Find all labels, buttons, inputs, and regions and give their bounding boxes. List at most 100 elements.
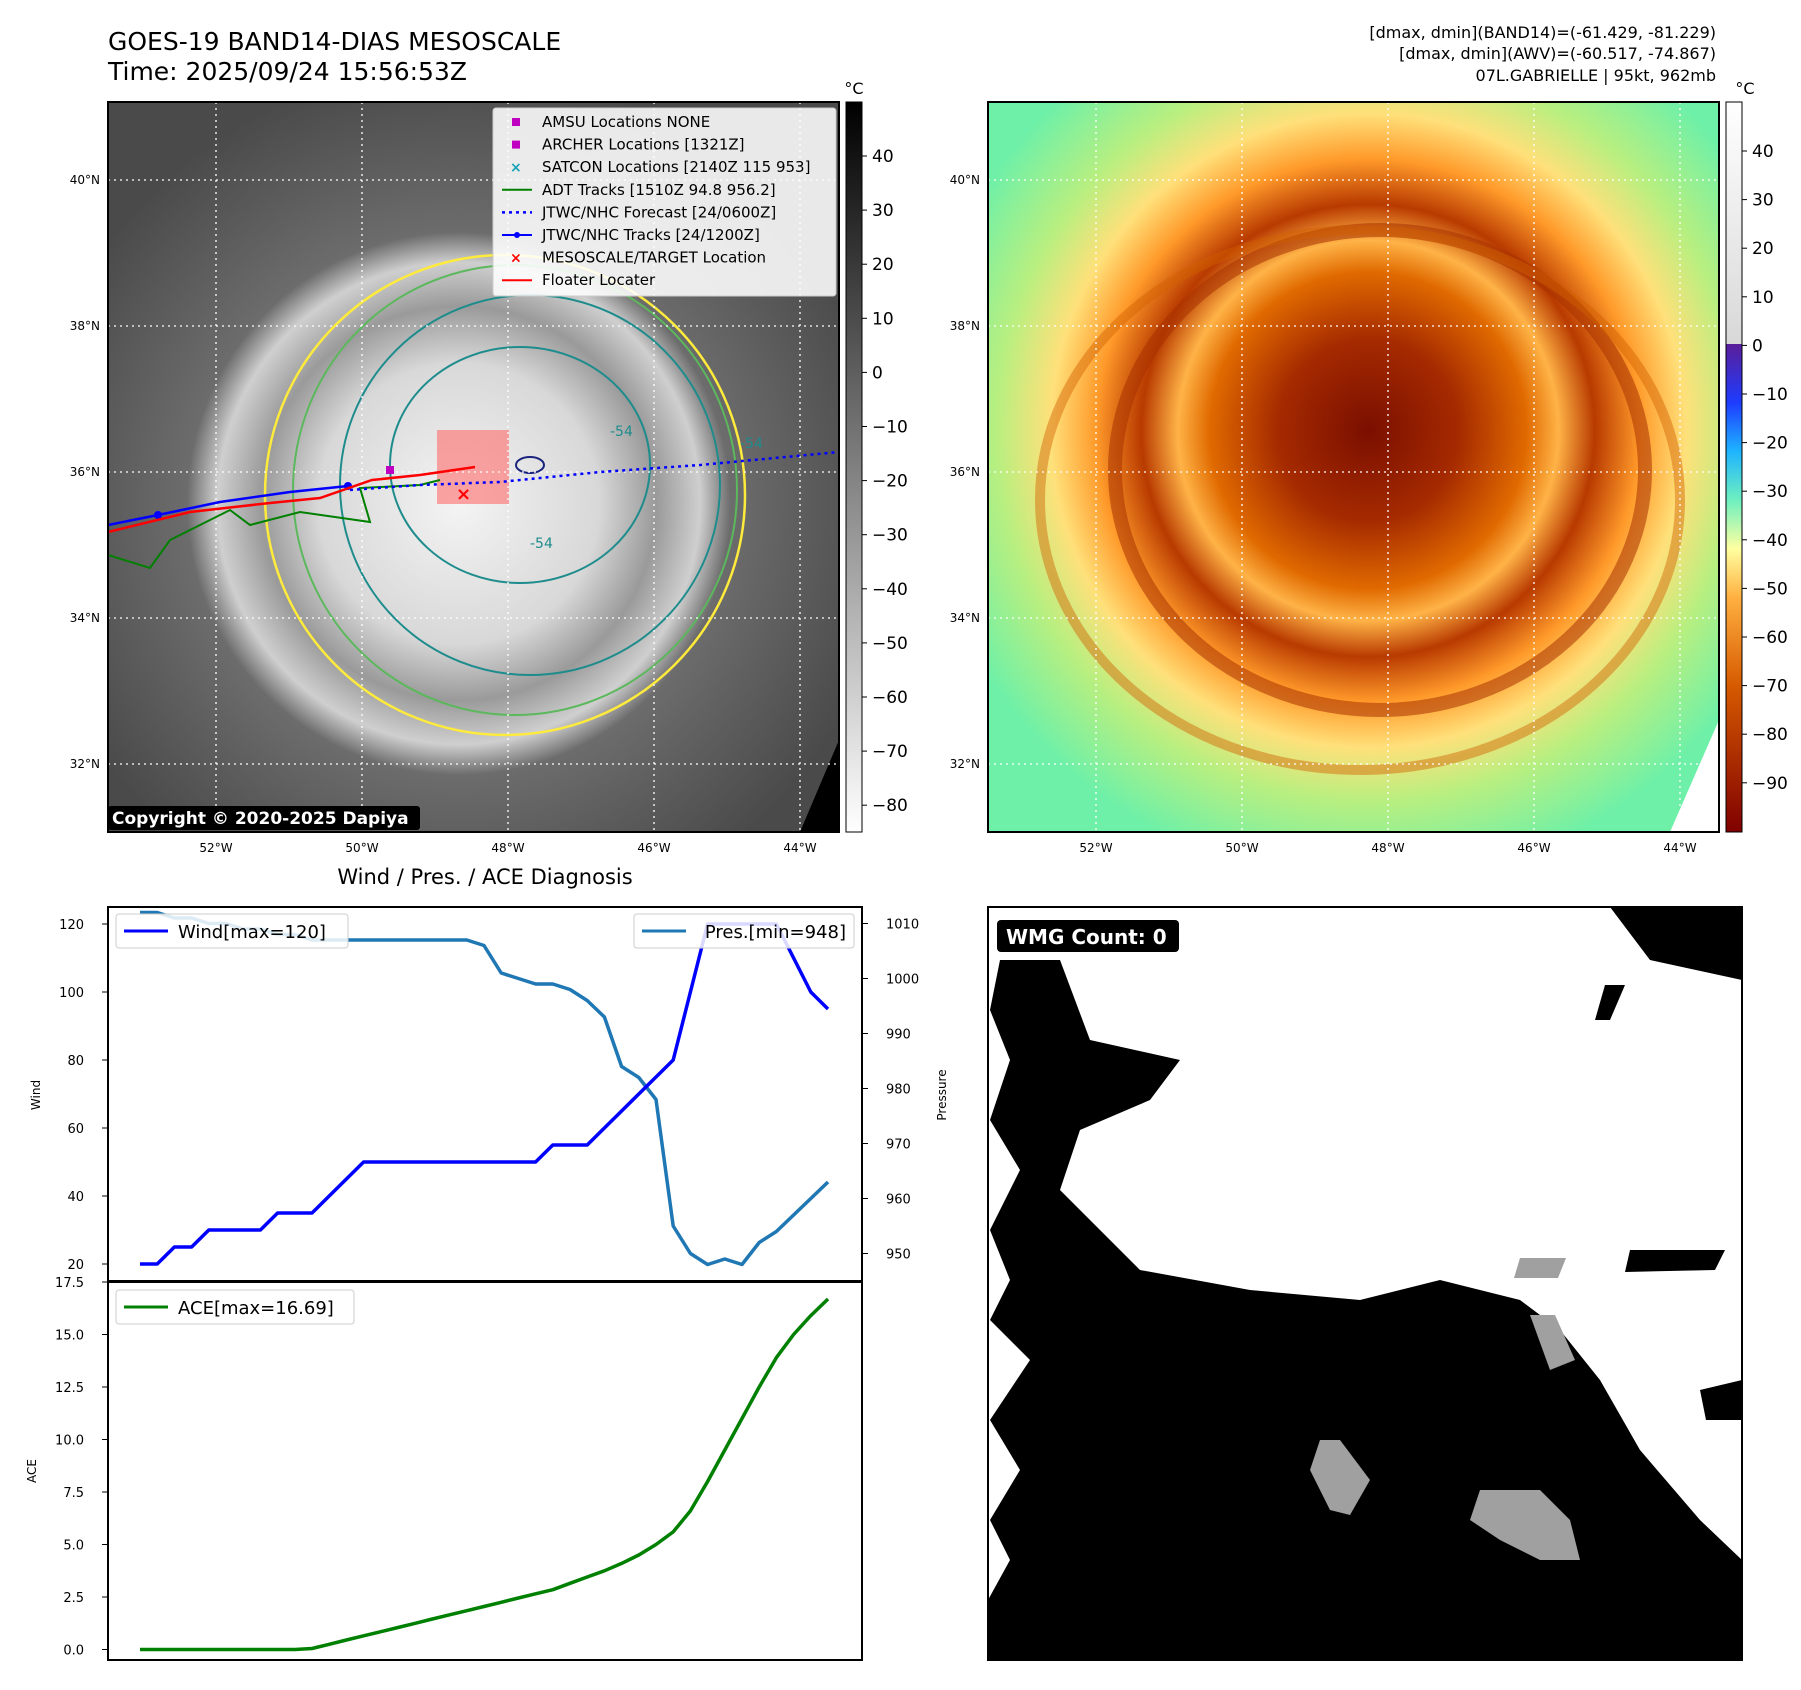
ace-tick-label: 12.5 bbox=[55, 1381, 84, 1396]
awv-spiral-band bbox=[1108, 223, 1652, 717]
legend-label: JTWC/NHC Forecast [24/0600Z] bbox=[541, 203, 776, 221]
wind-tick-label: 20 bbox=[67, 1258, 84, 1273]
wmg-frame bbox=[987, 906, 1743, 1661]
lat-label: 34°N bbox=[950, 611, 980, 625]
lat-label: 40°N bbox=[950, 173, 980, 187]
copyright-box bbox=[108, 806, 420, 830]
colorbar-tick-label: −50 bbox=[872, 634, 908, 654]
wmg-panel: WMG Count: 0 bbox=[987, 906, 1743, 1661]
wmg-gray-1 bbox=[1514, 1258, 1566, 1278]
wind-ylabel: Wind bbox=[29, 1080, 43, 1110]
wind-legend-label: Wind[max=120] bbox=[178, 922, 326, 943]
awv-colorbar-unit: °C bbox=[1735, 79, 1754, 98]
awv-map: 40°N 38°N 36°N 34°N 32°N 52°W 50°W 48°W 46°W 44°… bbox=[950, 79, 1788, 855]
wmg-black-small bbox=[1595, 985, 1625, 1020]
colorbar-tick-label: −70 bbox=[1752, 677, 1788, 697]
awv-colorbar-bottom bbox=[1726, 344, 1742, 832]
lat-label: 38°N bbox=[950, 319, 980, 333]
colorbar-tick-label: −40 bbox=[1752, 531, 1788, 551]
colorbar-tick-label: 30 bbox=[872, 201, 894, 221]
wind-legend-box bbox=[115, 913, 349, 949]
legend-marker-dot bbox=[514, 232, 520, 238]
colorbar-tick-label: 0 bbox=[1752, 336, 1763, 356]
lat-label: 34°N bbox=[70, 611, 100, 625]
colorbar-tick-label: −20 bbox=[1752, 434, 1788, 454]
ir-frame bbox=[107, 101, 840, 833]
lon-label: 44°W bbox=[783, 841, 816, 855]
colorbar-tick-label: −90 bbox=[1752, 774, 1788, 794]
lat-label: 36°N bbox=[70, 465, 100, 479]
ace-line bbox=[140, 1297, 830, 1652]
pressure-tick-label: 970 bbox=[886, 1138, 911, 1153]
colorbar-tick-label: 40 bbox=[872, 147, 894, 167]
legend-marker: × bbox=[510, 160, 522, 176]
colorbar-tick-label: −10 bbox=[872, 418, 908, 438]
wmg-mask bbox=[988, 907, 1742, 1660]
ace-legend-label: ACE[max=16.69] bbox=[178, 1298, 334, 1319]
archer-marker bbox=[386, 466, 394, 474]
colorbar-tick-label: −40 bbox=[872, 580, 908, 600]
diagnosis-title: Wind / Pres. / ACE Diagnosis bbox=[337, 865, 632, 889]
ace-tick-label: 0.0 bbox=[63, 1644, 84, 1659]
ace-ylabel: ACE bbox=[25, 1459, 39, 1483]
ace-tick-label: 10.0 bbox=[55, 1434, 84, 1449]
wmg-black-right-notch bbox=[1700, 1380, 1742, 1420]
legend-marker: × bbox=[510, 251, 522, 267]
pressure-tick-label: 990 bbox=[886, 1028, 911, 1043]
colorbar-tick-label: −60 bbox=[872, 688, 908, 708]
wmg-gray-4 bbox=[1530, 1315, 1575, 1370]
legend-marker bbox=[512, 118, 520, 126]
lon-label: 48°W bbox=[491, 841, 524, 855]
legend-label: SATCON Locations [2140Z 115 953] bbox=[542, 158, 810, 176]
jtwc-forecast-track bbox=[349, 450, 839, 492]
wind-tick-label: 120 bbox=[59, 918, 84, 933]
legend-label: Floater Locater bbox=[542, 271, 656, 289]
diagnosis-chart: Wind / Pres. / ACE Diagnosis 20 40 60 80 100… bbox=[25, 865, 949, 1661]
colorbar-tick-label: −20 bbox=[872, 472, 908, 492]
jtwc-track bbox=[108, 484, 349, 527]
contour-label-3: -54 bbox=[740, 436, 763, 452]
pressure-tick-label: 1010 bbox=[886, 918, 919, 933]
storm-info: 07L.GABRIELLE | 95kt, 962mb bbox=[1476, 66, 1716, 85]
ir-lat-labels: 40°N 38°N 36°N 34°N 32°N bbox=[70, 173, 100, 771]
ace-legend-box bbox=[115, 1289, 355, 1325]
awv-no-data-corner bbox=[1670, 720, 1719, 832]
jtwc-point bbox=[154, 511, 162, 519]
wind-tick-label: 80 bbox=[67, 1054, 84, 1069]
figure-time: Time: 2025/09/24 15:56:53Z bbox=[107, 57, 467, 86]
contour-teal-inner bbox=[389, 346, 651, 584]
wind-pres-axes bbox=[107, 906, 863, 1282]
ace-tick-label: 17.5 bbox=[55, 1276, 84, 1291]
awv-colorbar-frame bbox=[1725, 101, 1743, 833]
colorbar-tick-label: −70 bbox=[872, 742, 908, 762]
legend-entry: ADT Tracks [1510Z 94.8 956.2] bbox=[502, 181, 776, 199]
adt-track bbox=[108, 479, 441, 570]
stats-band14: [dmax, dmin](BAND14)=(-61.429, -81.229) bbox=[1369, 23, 1716, 42]
ir-map: -54 -54 -54 × bbox=[70, 79, 908, 855]
legend-label: MESOSCALE/TARGET Location bbox=[542, 249, 766, 267]
wind-tick-label: 100 bbox=[59, 986, 84, 1001]
wmg-count-label: WMG Count: 0 bbox=[1006, 925, 1167, 949]
wmg-gray-2 bbox=[1310, 1440, 1370, 1515]
colorbar-tick-label: −80 bbox=[872, 796, 908, 816]
colorbar-tick-label: 40 bbox=[1752, 142, 1774, 162]
wmg-gray-3 bbox=[1470, 1490, 1580, 1560]
ir-lon-labels: 52°W 50°W 48°W 46°W 44°W bbox=[199, 841, 816, 855]
ace-tick-label: 5.0 bbox=[63, 1539, 84, 1554]
lat-label: 32°N bbox=[70, 757, 100, 771]
colorbar-tick-label: 20 bbox=[872, 255, 894, 275]
pres-legend-box bbox=[633, 913, 855, 949]
lon-label: 50°W bbox=[1225, 841, 1258, 855]
ir-colorbar bbox=[845, 101, 863, 833]
wmg-count-box bbox=[997, 920, 1179, 952]
legend-entry: AMSU Locations NONE bbox=[512, 113, 710, 131]
colorbar-tick-label: −60 bbox=[1752, 628, 1788, 648]
colorbar-tick-label: 30 bbox=[1752, 191, 1774, 211]
wind-tick-label: 40 bbox=[67, 1190, 84, 1205]
awv-background bbox=[988, 102, 1719, 832]
wmg-black-region bbox=[988, 960, 1742, 1660]
lat-label: 38°N bbox=[70, 319, 100, 333]
colorbar-tick-label: −50 bbox=[1752, 579, 1788, 599]
figure-title: GOES-19 BAND14-DIAS MESOSCALE bbox=[108, 27, 561, 56]
wind-tick-label: 60 bbox=[67, 1122, 84, 1137]
